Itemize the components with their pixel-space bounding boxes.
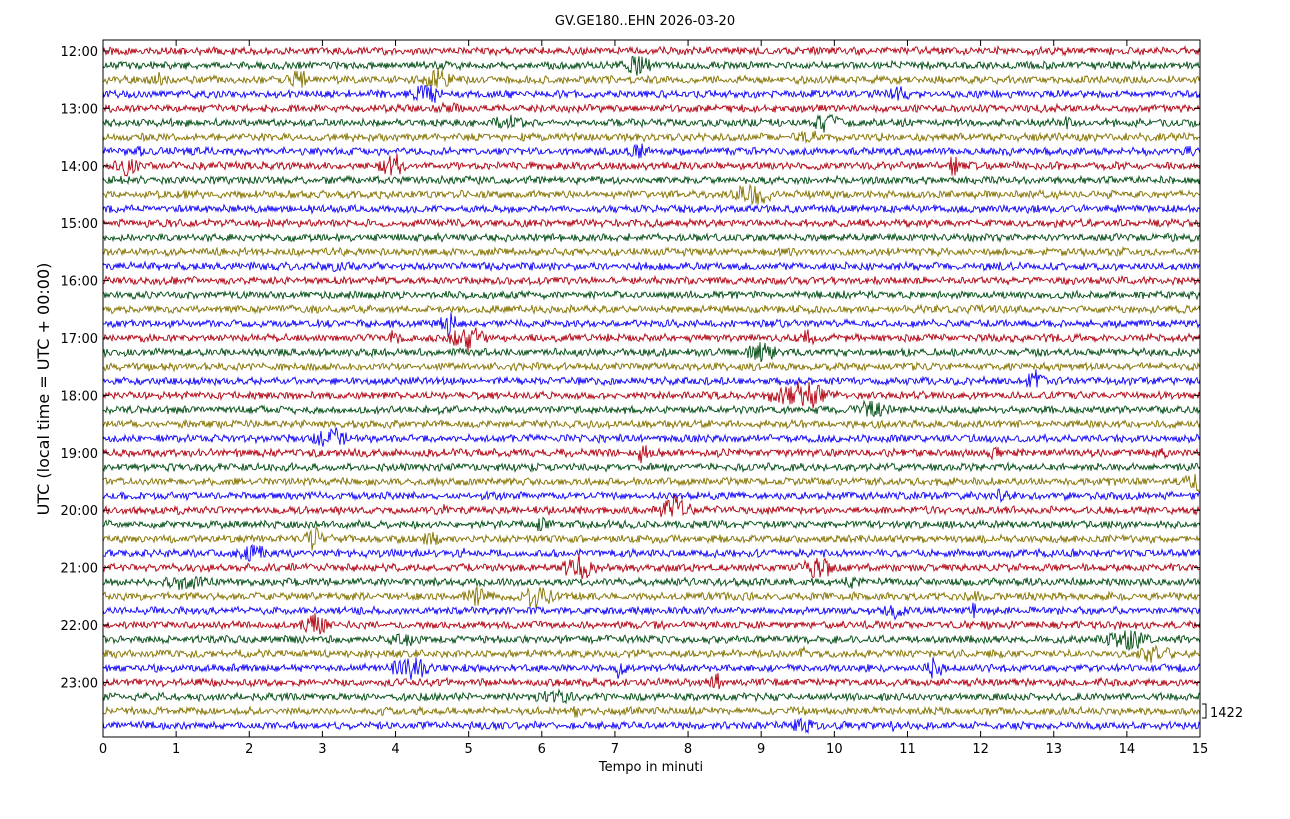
y-tick-label: 17:00	[61, 332, 98, 347]
trace-line	[102, 630, 1201, 652]
trace-line	[102, 231, 1201, 244]
trace-line	[102, 613, 1201, 635]
trace-line	[102, 575, 1201, 591]
trace-line	[102, 312, 1201, 337]
trace-line	[102, 526, 1201, 551]
trace-line	[102, 516, 1201, 532]
trace-line	[102, 174, 1201, 186]
x-axis: 0 1 2 3 4 5 6 7 8 9 10 11 12 13 14 15	[99, 40, 1208, 757]
x-tick-label: 10	[826, 742, 843, 757]
y-tick-label: 13:00	[61, 102, 98, 117]
trace-line	[102, 217, 1201, 229]
y-tick-label: 23:00	[61, 676, 98, 691]
x-tick-label: 7	[611, 742, 619, 757]
trace-line	[102, 586, 1201, 609]
y-tick-label: 12:00	[61, 45, 98, 60]
trace-line	[102, 543, 1201, 562]
x-tick-label: 12	[972, 742, 989, 757]
trace-line	[102, 427, 1201, 447]
trace-line	[102, 418, 1201, 430]
y-tick-label: 19:00	[61, 447, 98, 462]
y-tick-label: 14:00	[61, 160, 98, 175]
scale-bar: 1422	[1202, 703, 1243, 721]
trace-line	[102, 143, 1201, 159]
trace-line	[102, 203, 1201, 215]
x-tick-label: 8	[684, 742, 692, 757]
trace-line	[102, 474, 1201, 493]
x-tick-label: 11	[899, 742, 916, 757]
trace-line	[102, 602, 1201, 621]
trace-line	[102, 303, 1201, 316]
trace-line	[102, 488, 1201, 504]
x-tick-label: 14	[1119, 742, 1136, 757]
x-tick-label: 5	[465, 742, 473, 757]
trace-line	[102, 361, 1201, 373]
trace-line	[102, 101, 1201, 114]
trace-line	[102, 183, 1201, 206]
trace-line	[102, 67, 1201, 88]
plot-frame	[102, 39, 1201, 738]
y-axis: 12:00 13:00 14:00 15:00 16:00 17:00 18:00 19:00…	[61, 45, 1200, 691]
y-tick-label: 18:00	[61, 389, 98, 404]
trace-line	[102, 342, 1201, 363]
trace-line	[102, 705, 1201, 718]
x-tick-label: 13	[1045, 742, 1062, 757]
trace-line	[102, 274, 1201, 287]
chart-title: GV.GE180..EHN 2026-03-20	[555, 14, 735, 29]
x-tick-label: 9	[757, 742, 765, 757]
x-tick-label: 6	[538, 742, 546, 757]
scale-label: 1422	[1210, 706, 1243, 721]
x-tick-label: 4	[391, 742, 399, 757]
trace-line	[102, 130, 1201, 144]
trace-line	[102, 672, 1201, 690]
x-tick-label: 3	[318, 742, 326, 757]
scale-bracket	[1202, 703, 1207, 719]
trace-line	[102, 153, 1201, 177]
trace-line	[102, 461, 1201, 474]
trace-line	[102, 289, 1201, 301]
trace-line	[102, 44, 1201, 57]
trace-line	[102, 113, 1201, 133]
trace-line	[102, 84, 1201, 103]
x-tick-label: 1	[172, 742, 180, 757]
trace-line	[102, 644, 1201, 663]
trace-line	[102, 260, 1201, 273]
trace-line	[102, 657, 1201, 680]
y-tick-label: 15:00	[61, 217, 98, 232]
trace-line	[102, 381, 1201, 409]
y-axis-label: UTC (local time = UTC + 00:00)	[34, 263, 53, 516]
trace-line	[102, 245, 1201, 258]
trace-line	[102, 553, 1201, 580]
trace-line	[102, 445, 1201, 464]
y-tick-label: 16:00	[61, 275, 98, 290]
x-axis-label: Tempo in minuti	[598, 760, 703, 775]
trace-line	[102, 327, 1201, 353]
trace-line	[102, 717, 1201, 735]
trace-line	[102, 688, 1201, 705]
trace-group	[102, 44, 1201, 735]
trace-line	[102, 495, 1201, 518]
x-tick-label: 2	[245, 742, 253, 757]
trace-line	[102, 369, 1201, 388]
trace-line	[102, 55, 1201, 76]
x-tick-label: 15	[1192, 742, 1209, 757]
y-tick-label: 21:00	[61, 562, 98, 577]
trace-line	[102, 399, 1201, 418]
x-tick-label: 0	[99, 742, 107, 757]
y-tick-label: 20:00	[61, 504, 98, 519]
y-tick-label: 22:00	[61, 619, 98, 634]
